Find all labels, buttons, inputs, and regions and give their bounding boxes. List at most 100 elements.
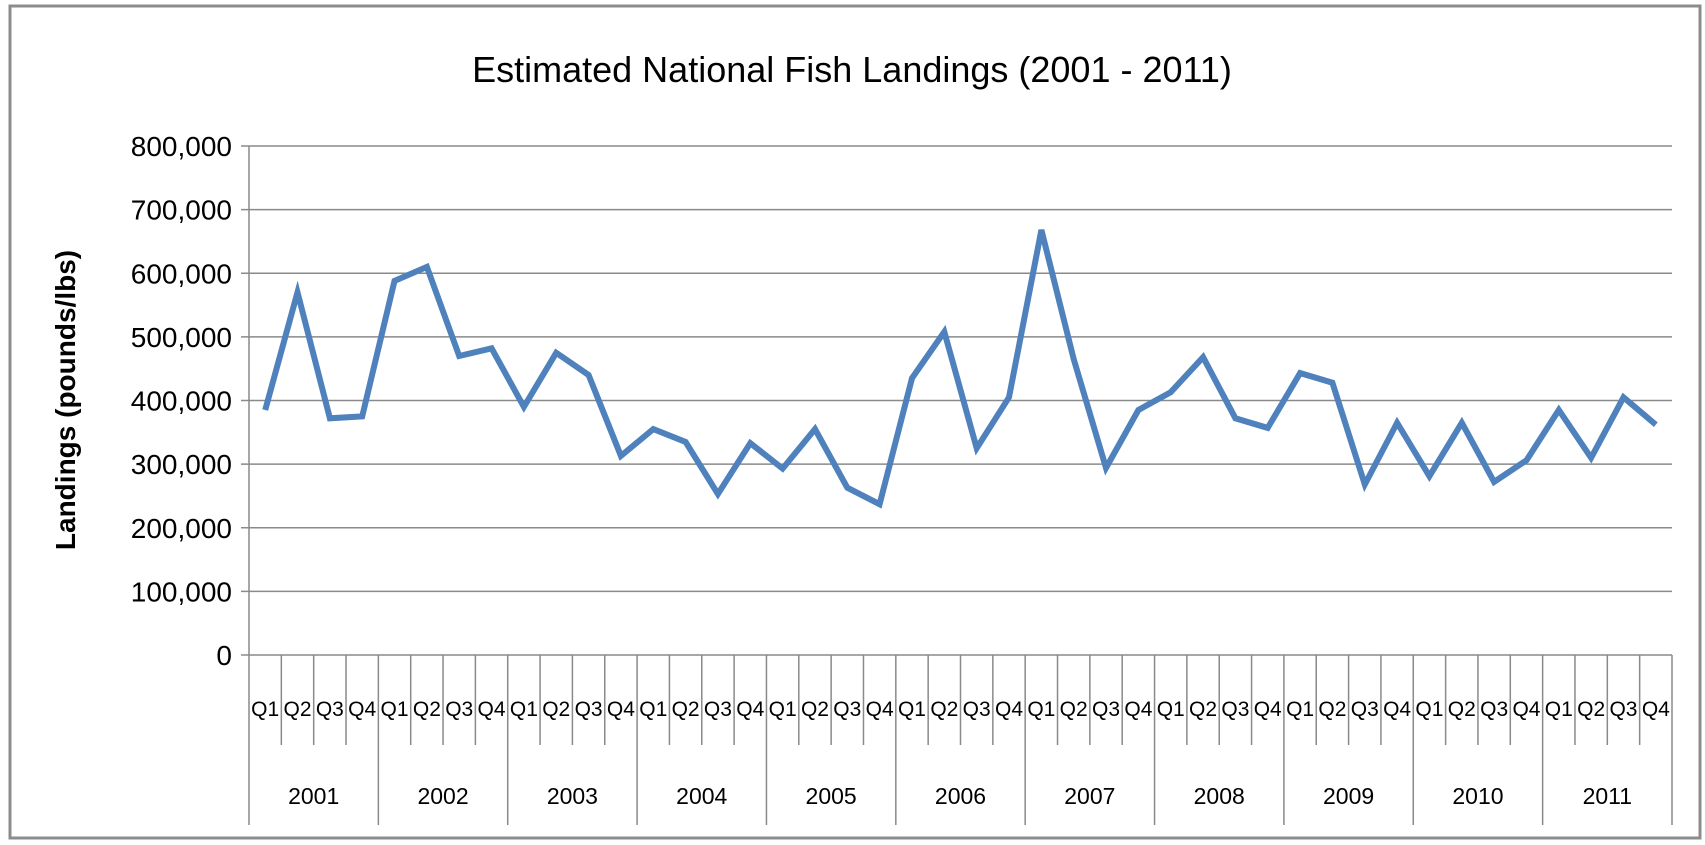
data-point	[1362, 482, 1368, 488]
data-point	[1135, 407, 1141, 413]
quarter-label: Q2	[801, 698, 829, 721]
quarter-label: Q3	[963, 698, 991, 721]
year-label: 2004	[676, 783, 727, 809]
data-point	[359, 413, 365, 419]
data-point	[1588, 455, 1594, 461]
quarter-label: Q3	[833, 698, 861, 721]
year-label: 2006	[935, 783, 986, 809]
quarter-label: Q4	[1512, 698, 1540, 721]
y-axis-label: Landings (pounds/lbs)	[50, 250, 81, 550]
quarter-label: Q1	[510, 698, 538, 721]
quarter-label: Q1	[1286, 698, 1314, 721]
data-point	[683, 439, 689, 445]
quarter-label: Q4	[607, 698, 635, 721]
quarter-label: Q1	[898, 698, 926, 721]
data-point	[424, 264, 430, 270]
data-point	[780, 466, 786, 472]
quarter-label: Q4	[1124, 698, 1152, 721]
y-tick-label: 300,000	[131, 449, 232, 480]
quarter-label: Q3	[704, 698, 732, 721]
series-layer	[262, 227, 1659, 509]
quarter-label: Q4	[1642, 698, 1670, 721]
y-tick-label: 0	[216, 640, 232, 671]
quarter-label: Q1	[639, 698, 667, 721]
data-point	[262, 407, 268, 413]
data-point	[1394, 420, 1400, 426]
axis-tick-labels: 0 100,000 200,000 300,000 400,000 500,000 600,…	[131, 131, 232, 671]
data-point	[941, 329, 947, 335]
data-point	[586, 372, 592, 378]
data-point	[974, 445, 980, 451]
y-tick-label: 200,000	[131, 513, 232, 544]
data-point	[1103, 465, 1109, 471]
data-point	[909, 375, 915, 381]
data-point	[521, 404, 527, 410]
quarter-label: Q3	[1351, 698, 1379, 721]
quarter-label: Q3	[1480, 698, 1508, 721]
quarter-label: Q4	[478, 698, 506, 721]
data-point	[1232, 415, 1238, 421]
quarter-label: Q1	[1157, 698, 1185, 721]
series-line-landings	[262, 229, 1658, 509]
quarter-label: Q2	[284, 698, 312, 721]
quarter-label: Q1	[1415, 698, 1443, 721]
quarter-label: Q2	[672, 698, 700, 721]
year-label: 2005	[806, 783, 857, 809]
data-point	[1491, 479, 1497, 485]
quarter-label: Q1	[381, 698, 409, 721]
data-point	[618, 453, 624, 459]
year-label: 2002	[417, 783, 468, 809]
data-point	[1200, 354, 1206, 360]
data-point	[1071, 356, 1077, 362]
data-point	[1265, 425, 1271, 431]
year-label: 2011	[1583, 783, 1632, 809]
data-point	[1556, 407, 1562, 413]
data-point	[1168, 389, 1174, 395]
data-point	[1038, 227, 1044, 233]
year-label: 2001	[288, 783, 339, 809]
quarter-label: Q4	[348, 698, 376, 721]
quarter-label: Q3	[575, 698, 603, 721]
year-label: 2010	[1452, 783, 1503, 809]
y-tick-label: 700,000	[131, 195, 232, 226]
quarter-label: Q2	[1318, 698, 1346, 721]
data-point	[844, 485, 850, 491]
data-point	[715, 491, 721, 497]
category-axis: Q1 Q2 Q3 Q4 Q1 Q2 Q3 Q4 Q1 Q2 Q3 Q4 Q1 Q2 Q3 Q4 Q1 Q2 Q3 Q4…	[251, 655, 1673, 825]
y-tick-label: 400,000	[131, 386, 232, 417]
data-point	[392, 278, 398, 284]
data-point	[295, 289, 301, 295]
y-tick-label: 600,000	[131, 258, 232, 289]
data-point	[1653, 422, 1659, 428]
quarter-label: Q4	[736, 698, 764, 721]
data-point	[1297, 370, 1303, 376]
quarter-label: Q3	[1221, 698, 1249, 721]
quarter-label: Q2	[1060, 698, 1088, 721]
data-point	[877, 501, 883, 507]
quarter-label: Q3	[316, 698, 344, 721]
quarter-label: Q4	[1383, 698, 1411, 721]
quarter-label: Q3	[1609, 698, 1637, 721]
quarter-label: Q2	[413, 698, 441, 721]
data-point	[812, 426, 818, 432]
quarter-label: Q1	[1027, 698, 1055, 721]
data-point	[489, 345, 495, 351]
data-point	[1426, 473, 1432, 479]
quarter-label: Q1	[769, 698, 797, 721]
y-tick-label: 500,000	[131, 322, 232, 353]
quarter-label: Q1	[1545, 698, 1573, 721]
quarter-label: Q2	[930, 698, 958, 721]
y-tick-label: 100,000	[131, 576, 232, 607]
quarter-label: Q3	[1092, 698, 1120, 721]
quarter-label: Q2	[1448, 698, 1476, 721]
data-point	[1524, 457, 1530, 463]
quarter-label: Q3	[445, 698, 473, 721]
quarter-label: Q4	[995, 698, 1023, 721]
year-label: 2009	[1323, 783, 1374, 809]
y-tick-label: 800,000	[131, 131, 232, 162]
year-label: 2008	[1194, 783, 1245, 809]
data-point	[1621, 394, 1627, 400]
data-point	[327, 415, 333, 421]
